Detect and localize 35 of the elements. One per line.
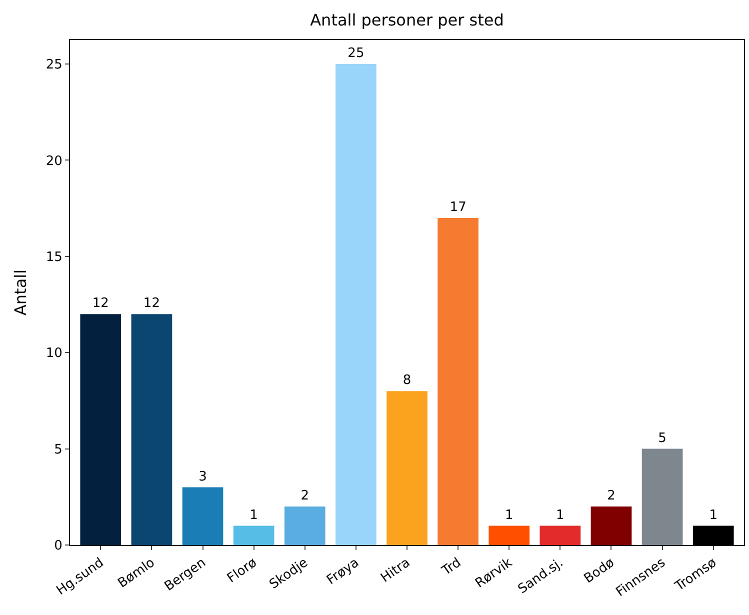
y-tick-label: 15 (46, 250, 62, 265)
data-label: 2 (607, 488, 616, 504)
bar (182, 487, 224, 545)
bar (386, 391, 428, 545)
data-label: 1 (504, 508, 514, 523)
bar (336, 64, 376, 545)
bar (131, 314, 172, 545)
bar (540, 526, 581, 545)
bar (284, 506, 326, 545)
data-label: 1 (250, 508, 258, 523)
x-tick-label: Hitra (378, 555, 414, 586)
bar (80, 314, 122, 545)
data-label: 3 (198, 469, 207, 484)
y-tick-label: 10 (46, 346, 62, 362)
data-label: 5 (658, 430, 666, 446)
data-label: 2 (300, 488, 310, 504)
bar (642, 448, 683, 545)
data-label: 17 (450, 200, 466, 215)
x-tick-label: Trd (438, 555, 464, 580)
y-tick-label: 20 (46, 154, 62, 169)
bar (590, 506, 632, 545)
bar (233, 526, 274, 545)
y-axis-title: Antall (10, 269, 30, 316)
data-label: 1 (709, 508, 718, 523)
y-tick-label: 25 (46, 58, 62, 73)
bar (488, 526, 530, 545)
data-label: 25 (348, 46, 364, 62)
data-label: 8 (402, 373, 412, 388)
data-label: 12 (143, 296, 160, 312)
bar (438, 218, 478, 545)
data-label: 1 (556, 508, 564, 523)
chart-title: Antall personer per sted (310, 10, 504, 30)
data-label: 12 (92, 296, 109, 312)
y-tick-label: 5 (54, 442, 62, 458)
y-tick-label: 0 (54, 538, 62, 554)
